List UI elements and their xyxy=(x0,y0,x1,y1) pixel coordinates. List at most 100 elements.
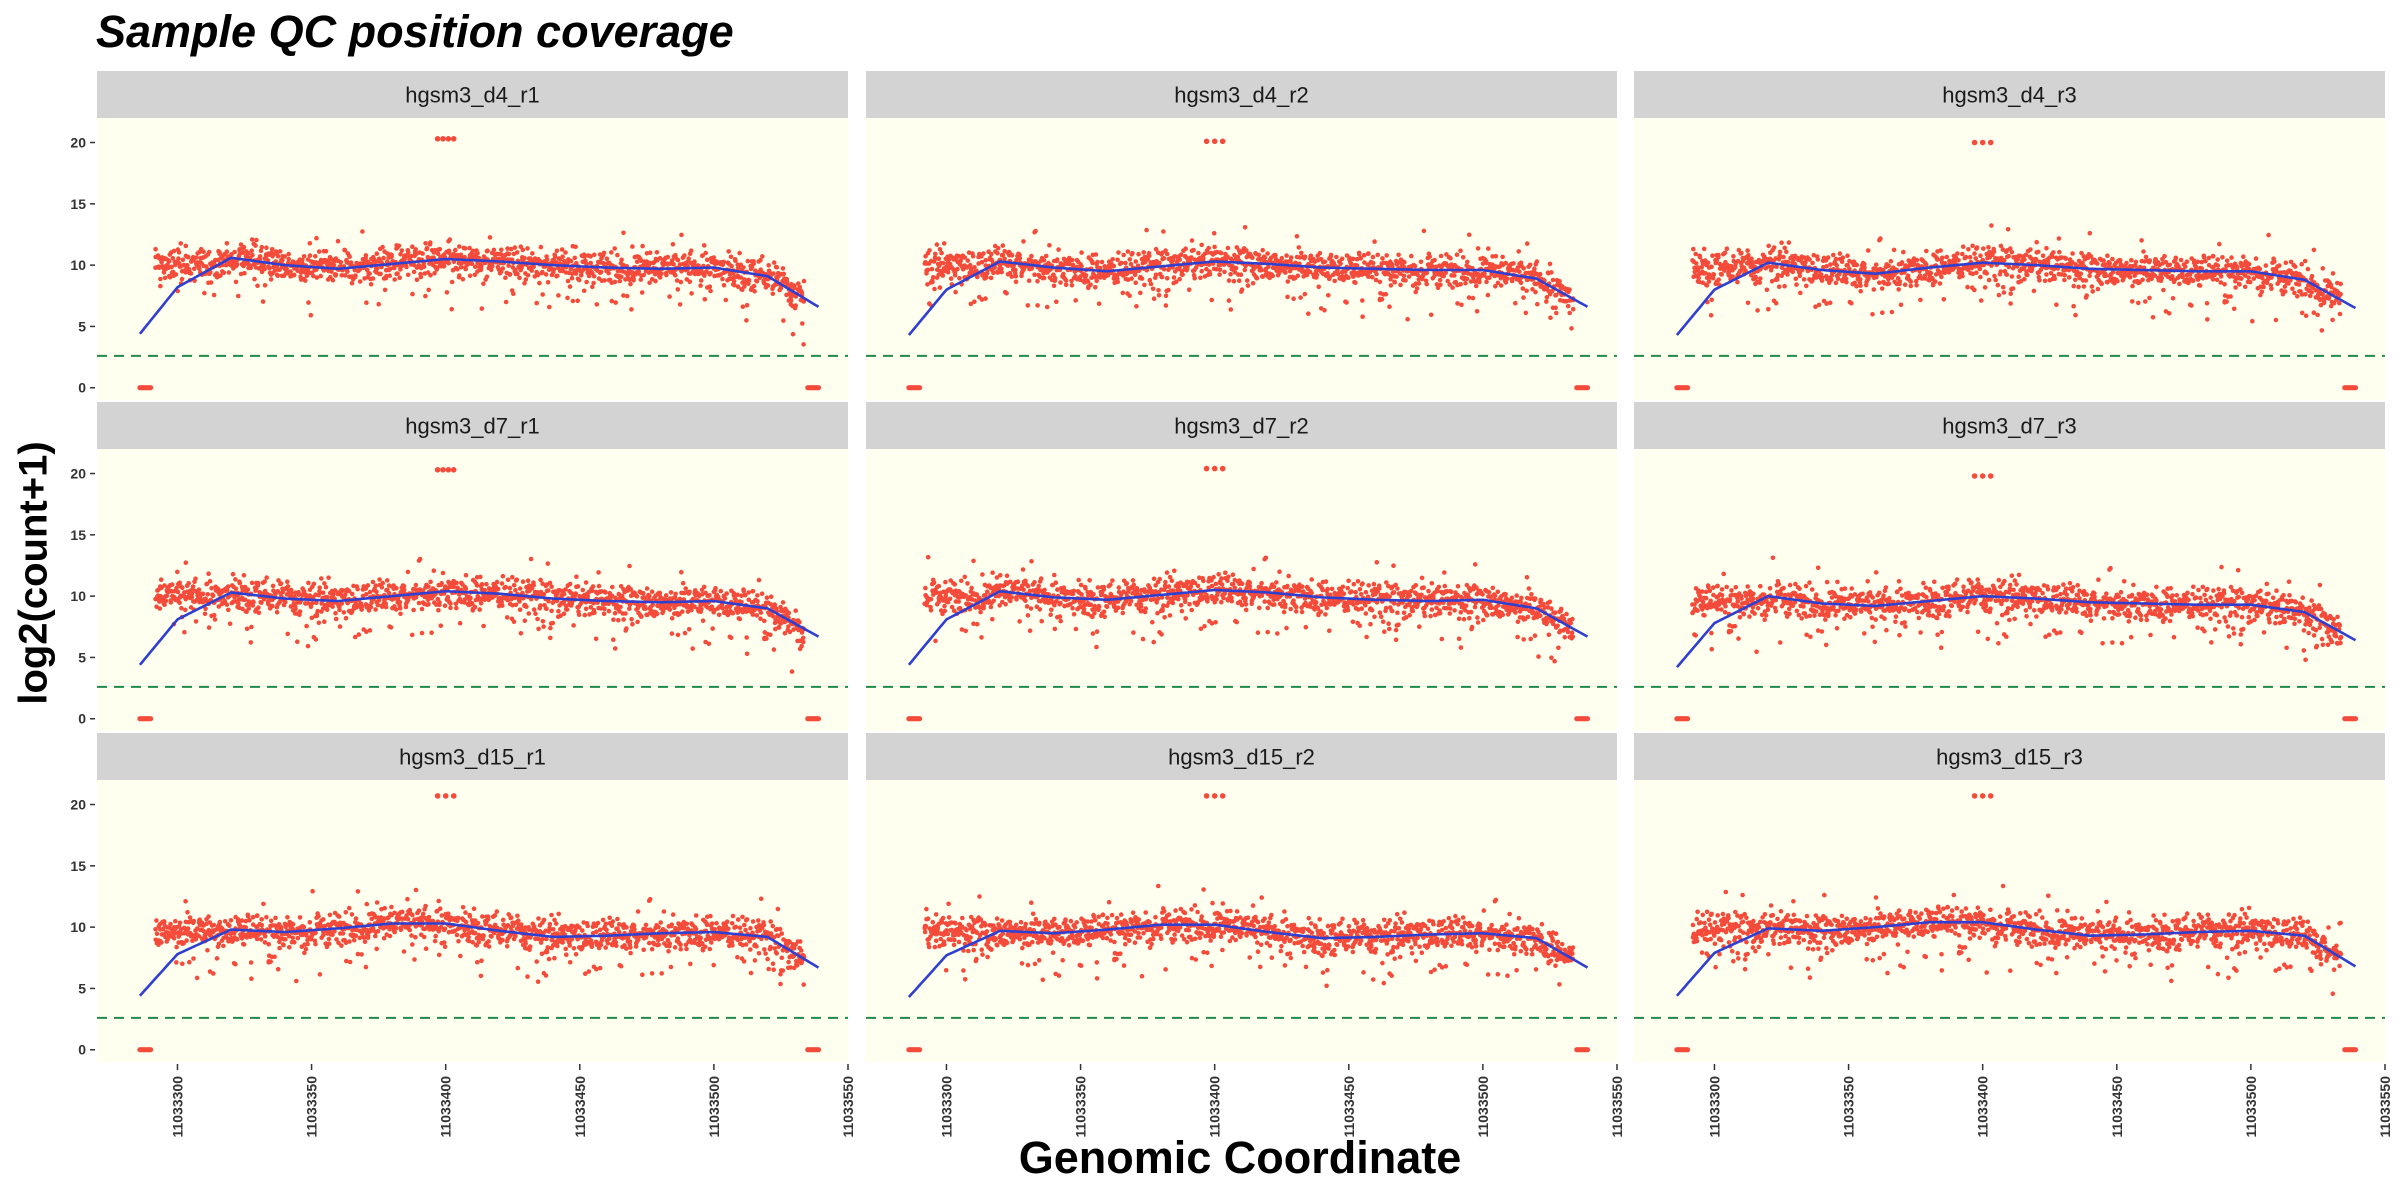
data-point xyxy=(588,260,593,266)
data-point xyxy=(285,579,290,584)
data-point xyxy=(1438,253,1444,259)
data-point xyxy=(1527,262,1533,268)
data-point xyxy=(1450,285,1455,290)
data-point xyxy=(2090,289,2095,294)
data-point xyxy=(2025,272,2030,278)
data-point xyxy=(2136,300,2141,306)
data-point xyxy=(1123,260,1128,266)
data-point xyxy=(937,285,943,290)
data-point xyxy=(168,600,174,605)
data-point xyxy=(1978,274,1983,280)
data-point xyxy=(955,266,960,272)
data-point xyxy=(454,605,459,611)
data-point xyxy=(210,593,216,599)
data-point xyxy=(1009,253,1015,258)
data-point xyxy=(490,263,495,269)
data-point xyxy=(1358,255,1363,261)
data-point xyxy=(491,247,497,253)
data-point xyxy=(2051,273,2057,279)
data-point xyxy=(2195,259,2201,265)
data-point xyxy=(1923,262,1929,267)
data-point xyxy=(1041,257,1047,263)
data-point xyxy=(1816,302,1822,308)
data-point xyxy=(1299,250,1304,256)
data-point xyxy=(1402,260,1407,265)
data-point xyxy=(781,318,786,323)
data-point xyxy=(1256,252,1262,258)
data-point xyxy=(418,274,424,280)
data-point xyxy=(398,251,403,257)
data-point xyxy=(1055,257,1060,262)
data-point xyxy=(1896,287,1901,292)
data-point xyxy=(249,237,255,242)
data-point xyxy=(1017,255,1023,261)
data-point xyxy=(1405,317,1410,322)
data-point xyxy=(536,626,541,632)
data-point xyxy=(573,271,579,276)
data-point xyxy=(520,247,526,253)
data-point xyxy=(429,630,434,635)
data-point xyxy=(285,584,291,589)
data-point xyxy=(1758,276,1763,281)
data-point xyxy=(2133,259,2139,265)
data-point xyxy=(1746,252,1751,258)
data-point xyxy=(232,249,237,255)
data-point xyxy=(1377,279,1383,285)
data-point xyxy=(556,608,561,614)
data-point xyxy=(1500,254,1505,260)
data-point xyxy=(503,275,508,281)
data-point xyxy=(481,623,486,629)
data-point xyxy=(1013,279,1019,285)
data-point xyxy=(2206,255,2212,261)
data-point xyxy=(1044,304,1050,310)
data-point xyxy=(766,263,771,268)
data-point xyxy=(295,639,300,644)
data-point xyxy=(420,251,425,256)
data-point xyxy=(670,242,676,247)
data-point xyxy=(1995,282,2001,288)
data-point xyxy=(441,263,447,269)
data-point xyxy=(1935,257,1940,262)
data-point xyxy=(421,264,427,270)
data-point xyxy=(449,279,455,285)
data-point xyxy=(771,271,776,276)
data-point xyxy=(1056,247,1061,252)
data-point xyxy=(2214,277,2220,283)
data-point xyxy=(574,574,579,579)
data-point xyxy=(238,242,244,247)
data-point xyxy=(208,280,214,285)
data-point xyxy=(1828,262,1833,267)
data-point xyxy=(1171,275,1177,280)
data-point-zero xyxy=(917,385,923,391)
data-point xyxy=(1226,298,1232,303)
data-point xyxy=(245,587,251,592)
data-point xyxy=(2302,258,2308,264)
data-point xyxy=(1258,268,1264,273)
data-point xyxy=(1156,288,1161,293)
data-point xyxy=(1164,276,1170,281)
data-point xyxy=(188,271,194,276)
data-point xyxy=(579,273,584,278)
data-point xyxy=(311,273,316,279)
data-point xyxy=(529,268,534,273)
data-point xyxy=(171,248,177,254)
data-point xyxy=(1079,250,1084,255)
data-point xyxy=(999,266,1004,272)
data-point xyxy=(793,303,798,308)
data-point xyxy=(535,272,541,278)
data-point xyxy=(929,266,935,272)
data-point xyxy=(574,260,579,266)
data-point xyxy=(981,251,986,256)
data-point xyxy=(446,260,452,266)
data-point xyxy=(708,288,713,294)
data-point xyxy=(392,277,398,282)
data-point xyxy=(591,607,597,613)
data-point xyxy=(525,246,530,251)
data-point xyxy=(442,603,448,608)
data-point xyxy=(319,576,324,581)
data-point xyxy=(1773,300,1779,306)
data-point xyxy=(2259,289,2265,295)
data-point xyxy=(1477,279,1482,285)
data-point xyxy=(285,631,291,637)
